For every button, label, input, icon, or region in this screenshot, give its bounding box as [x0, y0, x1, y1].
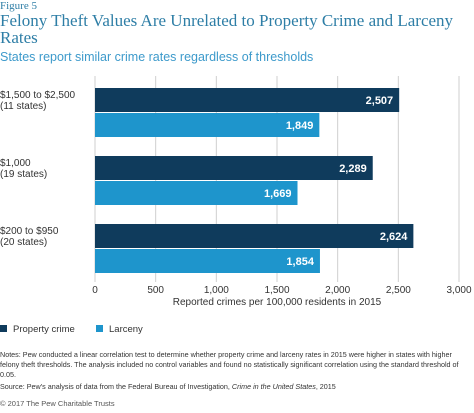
legend-swatch-property-crime [0, 324, 7, 332]
bar-property-crime [95, 224, 414, 248]
bar-data-label: 1,849 [286, 120, 314, 132]
bar-larceny [95, 249, 320, 273]
figure-label: Figure 5 [0, 0, 37, 12]
legend-item-property-crime: Property crime [0, 324, 75, 335]
x-tick-label: 1,500 [264, 285, 289, 296]
bar-data-label: 2,507 [366, 95, 394, 107]
source-prefix: Source: Pew's analysis of data from the … [0, 382, 232, 391]
legend-swatch-larceny [96, 324, 103, 332]
bar-larceny [95, 181, 298, 205]
x-tick-label: 2,500 [386, 285, 411, 296]
chart-subtitle: States report similar crime rates regard… [0, 50, 314, 64]
x-tick-label: 3,000 [446, 285, 471, 296]
notes-text: Notes: Pew conducted a linear correlatio… [0, 350, 459, 379]
x-tick-label: 2,000 [325, 285, 350, 296]
copyright: © 2017 The Pew Charitable Trusts [0, 399, 115, 408]
legend-item-larceny: Larceny [96, 324, 143, 335]
bar-property-crime [95, 88, 400, 112]
source-text: Source: Pew's analysis of data from the … [0, 382, 470, 392]
x-tick-label: 0 [92, 285, 98, 296]
bar-larceny [95, 113, 320, 137]
category-label: $1,500 to $2,500 [0, 90, 76, 101]
category-sublabel: (11 states) [0, 101, 47, 112]
x-tick-label: 500 [147, 285, 164, 296]
chart-title: Felony Theft Values Are Unrelated to Pro… [0, 11, 454, 47]
category-sublabel: (19 states) [0, 169, 47, 180]
x-tick-label: 1,000 [204, 285, 229, 296]
x-axis-label: Reported crimes per 100,000 residents in… [173, 297, 382, 308]
legend-label-property-crime: Property crime [13, 324, 75, 335]
bar-data-label: 2,624 [380, 231, 408, 243]
notes-block: Notes: Pew conducted a linear correlatio… [0, 350, 470, 392]
category-label: $200 to $950 [0, 226, 59, 237]
category-label: $1,000 [0, 158, 31, 169]
source-suffix: , 2015 [315, 382, 336, 391]
bar-data-label: 1,669 [264, 188, 292, 200]
legend-label-larceny: Larceny [109, 324, 143, 335]
source-title: Crime in the United States [231, 382, 316, 391]
bar-data-label: 2,289 [339, 163, 367, 175]
bar-data-label: 1,854 [286, 256, 314, 268]
category-sublabel: (20 states) [0, 237, 47, 248]
bars-layer: 2,507 1,849 2,289 1,669 2,624 1,854 [95, 88, 414, 273]
x-tick-labels: 0 500 1,000 1,500 2,000 2,500 3,000 [92, 285, 472, 296]
bar-property-crime [95, 156, 373, 180]
bar-chart: $1,500 to $2,500(11 states) $1,000(19 sta… [0, 76, 472, 308]
category-labels: $1,500 to $2,500(11 states) $1,000(19 sta… [0, 90, 76, 248]
